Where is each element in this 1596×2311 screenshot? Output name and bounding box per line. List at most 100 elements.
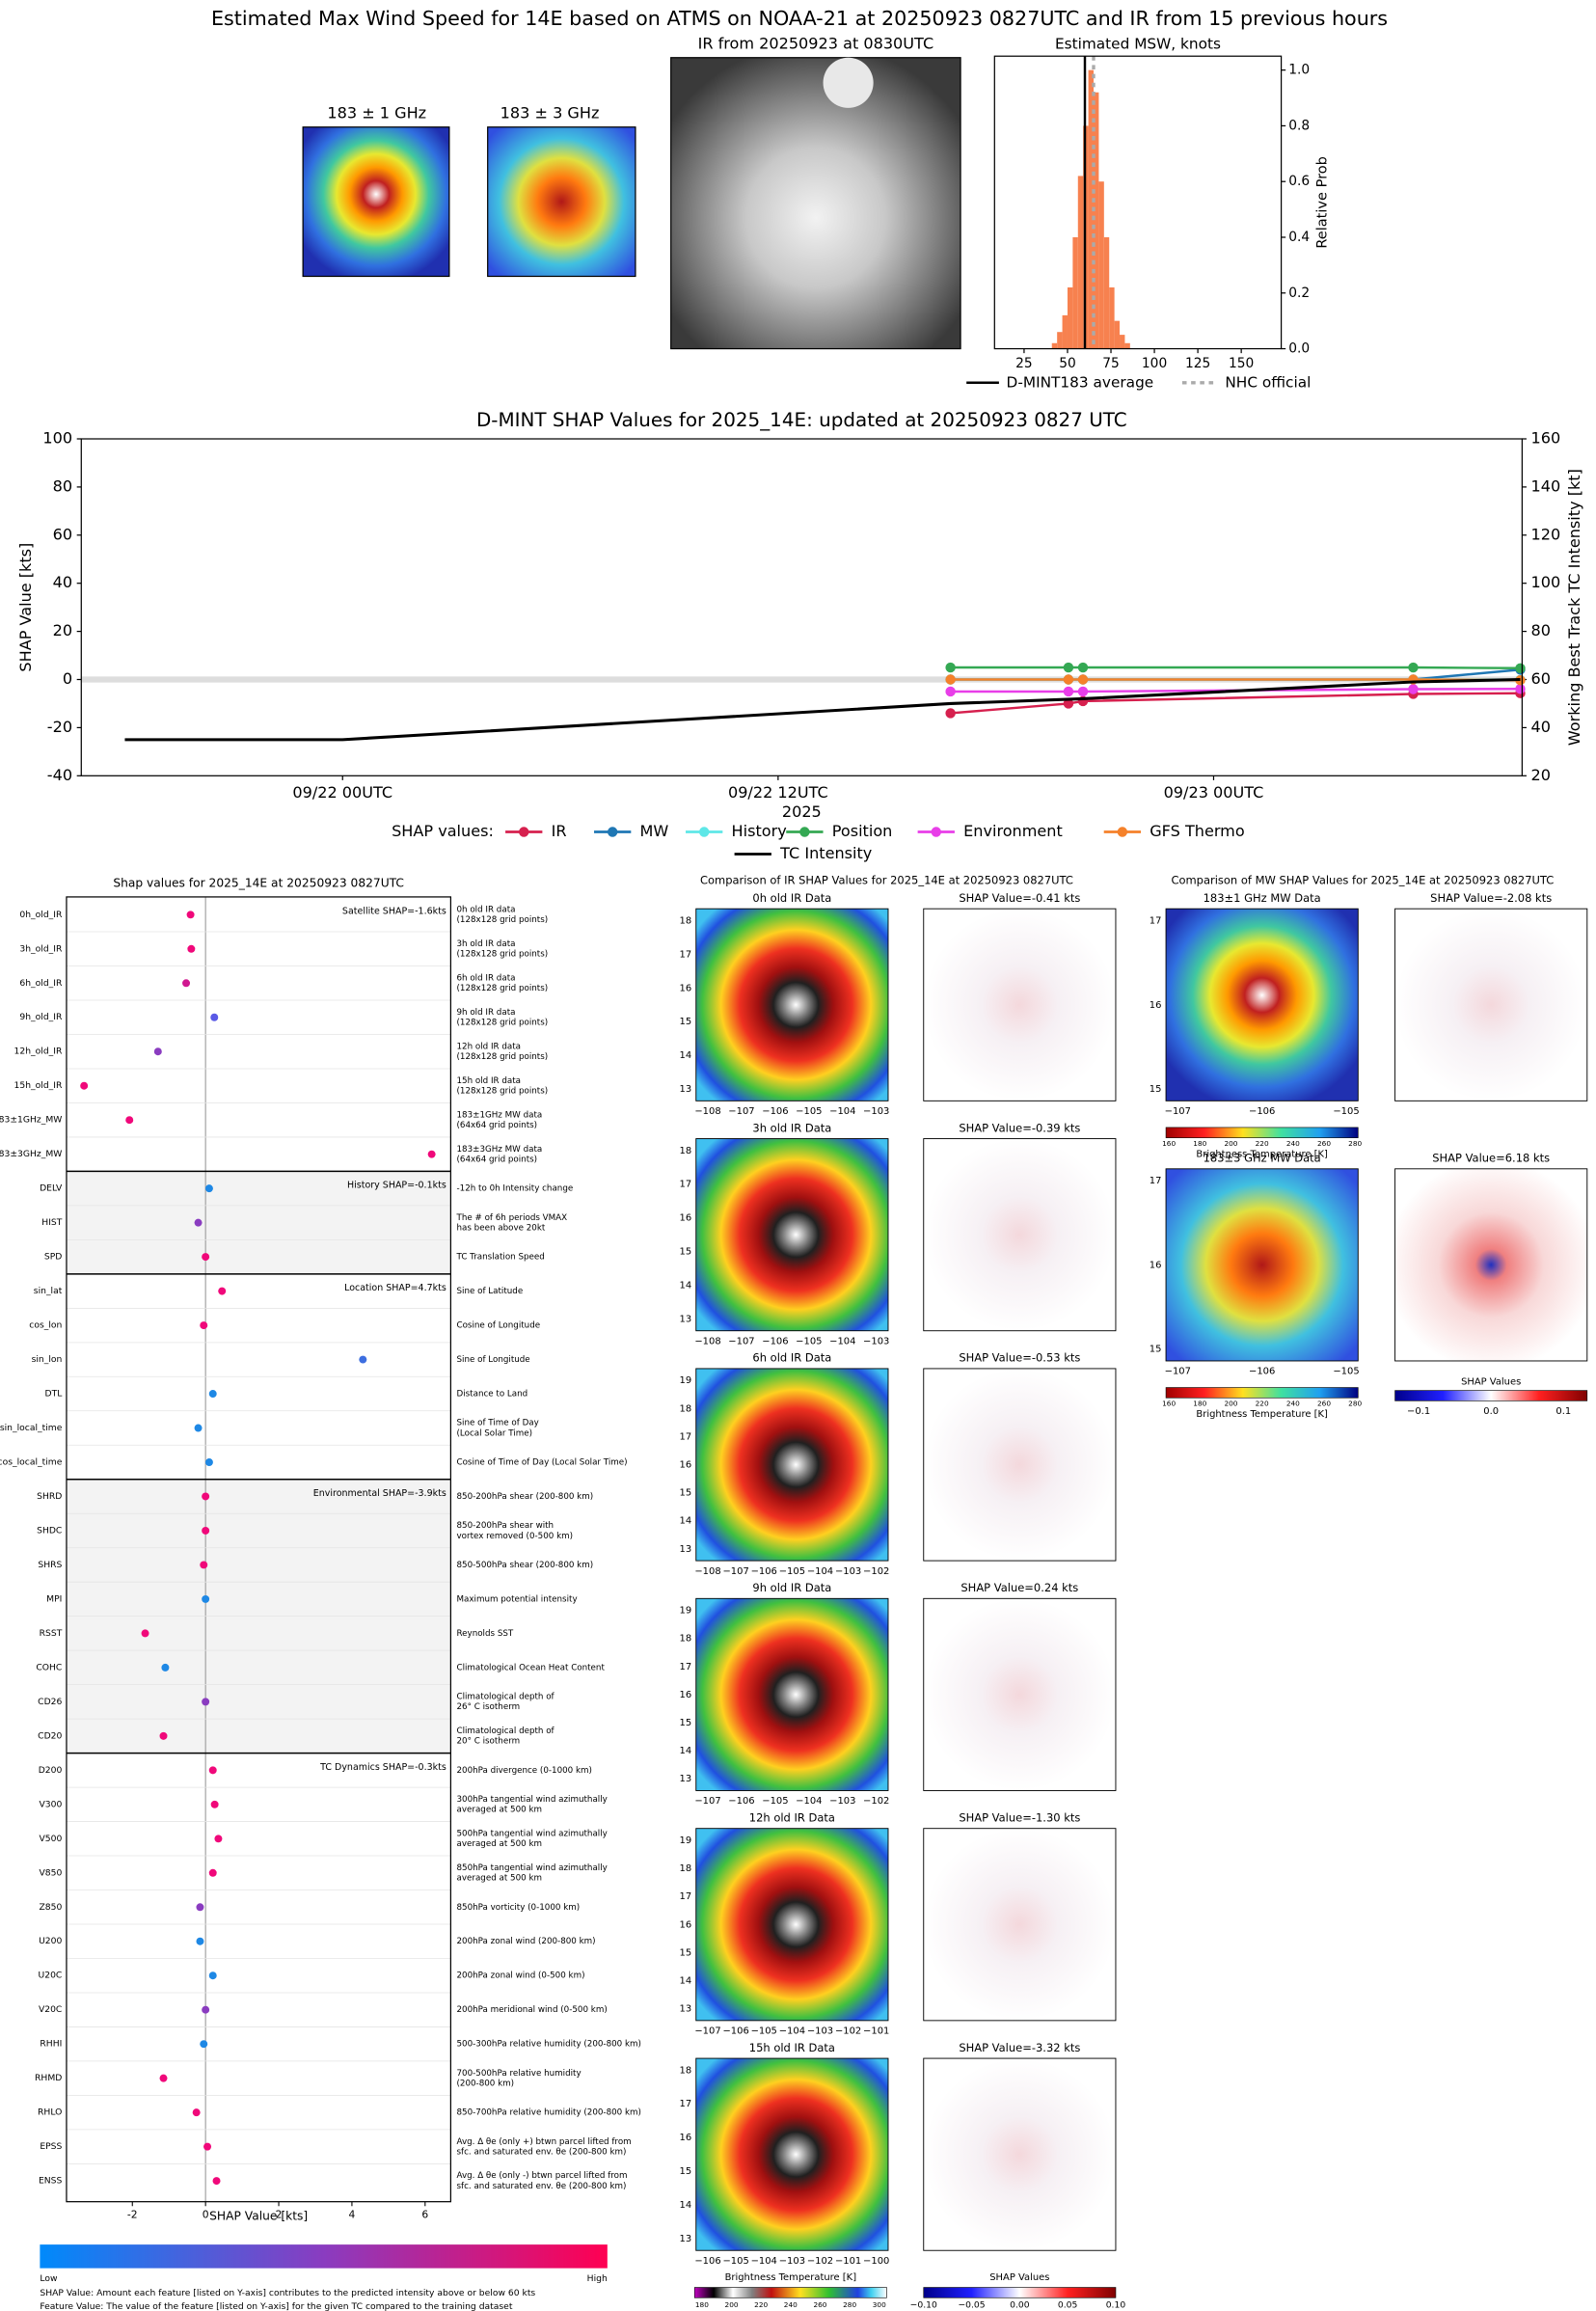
y2-tick-label: 140 [1531, 476, 1561, 495]
ir-image-cloud [823, 57, 874, 108]
lon-tick-label: −108 [694, 1566, 720, 1577]
colorbar-tick-label: 260 [1317, 1399, 1331, 1407]
mw-image [1165, 1168, 1359, 1362]
group-label: Environmental SHAP=-3.9kts [313, 1488, 446, 1499]
feature-dot [187, 944, 196, 953]
feature-description: Distance to Land [457, 1390, 528, 1400]
series-point [1063, 662, 1074, 673]
colorbar-tick-label: 180 [1193, 1399, 1206, 1407]
feature-dot [204, 1184, 213, 1193]
ir-image [695, 1368, 889, 1562]
feature-description: 183±1GHz MW data [457, 1110, 543, 1120]
feature-description: Climatological depth of [457, 1726, 555, 1736]
series-point [1077, 662, 1089, 673]
y-axis-label: SHAP Value [kts] [16, 543, 35, 672]
lon-tick-label: −105 [796, 1106, 822, 1117]
feature-description: 850hPa tangential wind azimuthally [457, 1863, 608, 1873]
lat-tick-label: 14 [680, 1050, 692, 1061]
lat-tick-label: 19 [680, 1375, 692, 1386]
series-point [1408, 684, 1419, 694]
colorbar-tick-label: 220 [1256, 1399, 1269, 1407]
colorbar-tick-label: 0.10 [1106, 2299, 1126, 2310]
x-tick-label: -2 [127, 2208, 138, 2220]
feature-dot [196, 1903, 204, 1912]
ir-image [670, 57, 961, 350]
feature-description: 183±3GHz MW data [457, 1145, 543, 1155]
hist-bar [1077, 176, 1084, 349]
feature-dot [202, 1526, 210, 1535]
lat-tick-label: 13 [680, 1314, 692, 1324]
feature-dot [202, 1492, 210, 1501]
feature-description: Cosine of Time of Day (Local Solar Time) [457, 1458, 628, 1468]
lat-tick-label: 14 [680, 1516, 692, 1527]
feature-dot [214, 1835, 223, 1843]
hist-bar [1120, 335, 1125, 349]
colorbar-tick-label: 280 [1348, 1399, 1362, 1407]
y-tick-label: 1.0 [1288, 63, 1310, 78]
lon-tick-label: −104 [796, 1796, 822, 1807]
lat-tick-label: 16 [680, 2133, 692, 2143]
lat-tick-label: 17 [1150, 1176, 1162, 1186]
feature-label: V500 [40, 1834, 63, 1844]
y2-tick-label: 20 [1531, 766, 1551, 784]
y2-tick-label: 100 [1531, 573, 1561, 591]
section-title: Comparison of IR SHAP Values for 2025_14… [700, 874, 1073, 887]
feature-description: 850-700hPa relative humidity (200-800 km… [457, 2108, 641, 2118]
y-tick-label: 40 [53, 573, 72, 591]
lat-tick-label: 16 [680, 1213, 692, 1224]
legend-label: D-MINT183 average [1007, 373, 1154, 391]
lon-tick-label: −101 [835, 2256, 861, 2267]
colorbar-label: SHAP Values [989, 2272, 1049, 2283]
feature-description: 850hPa vorticity (0-1000 km) [457, 1903, 581, 1913]
feature-label: U200 [39, 1936, 62, 1946]
image-title: SHAP Value=0.24 kts [960, 1581, 1078, 1594]
shap-image [1394, 908, 1588, 1101]
feature-label: 6h_old_IR [19, 978, 63, 989]
y-tick-label: 100 [42, 429, 72, 448]
lon-tick-label: −100 [863, 2256, 889, 2267]
lon-tick-label: −106 [751, 1566, 777, 1577]
lat-tick-label: 15 [1150, 1345, 1162, 1355]
ir-image [695, 2057, 889, 2251]
hist-bar [1098, 181, 1104, 349]
group-label: TC Dynamics SHAP=-0.3kts [319, 1762, 446, 1773]
panel-title: 183 ± 3 GHz [500, 103, 600, 122]
feature-label: 12h_old_IR [14, 1047, 63, 1057]
feature-description: has been above 20kt [457, 1224, 546, 1234]
hist-bar [1062, 314, 1068, 349]
feature-label: HIST [41, 1217, 62, 1228]
feature-label: DELV [40, 1183, 63, 1194]
series-point [945, 662, 956, 673]
lat-tick-label: 16 [680, 983, 692, 993]
feature-description: Avg. Δ θe (only -) btwn parcel lifted fr… [457, 2171, 628, 2181]
colorbar-label: Brightness Temperature [K] [1196, 1149, 1328, 1159]
feature-dot [204, 1458, 213, 1466]
y2-axis-label: Working Best Track TC Intensity [kt] [1565, 469, 1583, 746]
series-point [1515, 663, 1526, 673]
y-tick-label: 0.0 [1288, 341, 1310, 357]
lat-tick-label: 18 [680, 1634, 692, 1645]
feature-dot [159, 2074, 168, 2082]
legend-marker [698, 827, 710, 837]
lon-tick-label: −102 [863, 1566, 889, 1577]
colorbar-tick-label: 160 [1162, 1399, 1176, 1407]
y2-tick-label: 80 [1531, 621, 1551, 639]
colorbar-tick-label: 0.0 [1483, 1406, 1499, 1417]
colorbar-tick-label: 220 [754, 2300, 768, 2309]
feature-dot [200, 1561, 208, 1569]
feature-description: Sine of Latitude [457, 1287, 524, 1296]
feature-description: Sine of Longitude [457, 1355, 530, 1365]
feature-dot [194, 1218, 203, 1227]
colorbar-tick-label: 240 [784, 2300, 798, 2309]
feature-description: 200hPa zonal wind (200-800 km) [457, 1937, 596, 1946]
feature-label: 9h_old_IR [19, 1012, 63, 1022]
colorbar-tick-label: 160 [1162, 1139, 1176, 1148]
feature-description: 850-200hPa shear with [457, 1521, 555, 1531]
plot-frame [66, 896, 451, 2203]
feature-dot [210, 1013, 219, 1021]
feature-description: averaged at 500 km [457, 1874, 543, 1884]
series-line [950, 692, 1521, 715]
feature-description: (200-800 km) [457, 2080, 515, 2089]
